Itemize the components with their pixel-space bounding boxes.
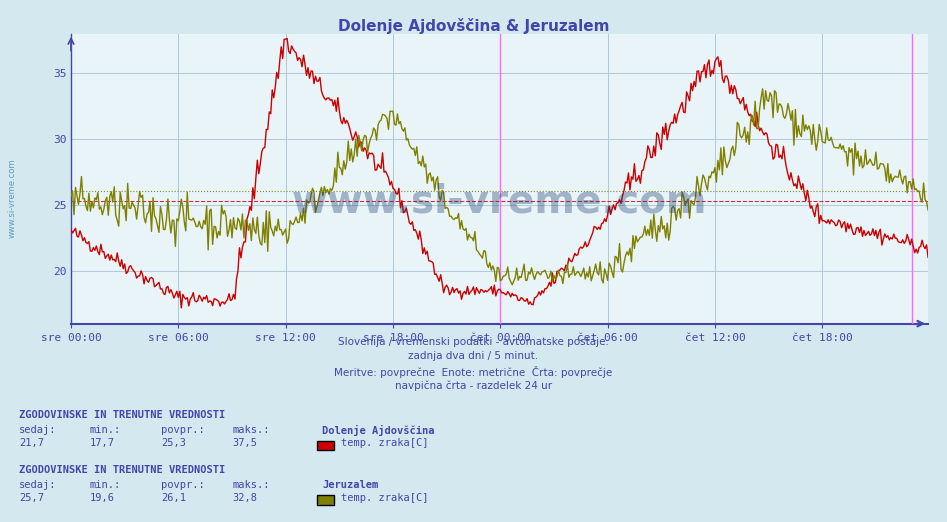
Text: navpična črta - razdelek 24 ur: navpična črta - razdelek 24 ur [395, 381, 552, 391]
Text: temp. zraka[C]: temp. zraka[C] [341, 493, 428, 503]
Text: maks.:: maks.: [232, 425, 270, 435]
Text: www.si-vreme.com: www.si-vreme.com [292, 183, 707, 221]
Text: povpr.:: povpr.: [161, 480, 205, 490]
Text: Jeruzalem: Jeruzalem [322, 480, 378, 490]
Text: 37,5: 37,5 [232, 438, 257, 448]
Text: Meritve: povprečne  Enote: metrične  Črta: povprečje: Meritve: povprečne Enote: metrične Črta:… [334, 366, 613, 378]
Text: 25,3: 25,3 [161, 438, 186, 448]
Text: ZGODOVINSKE IN TRENUTNE VREDNOSTI: ZGODOVINSKE IN TRENUTNE VREDNOSTI [19, 465, 225, 474]
Text: sedaj:: sedaj: [19, 425, 57, 435]
Text: www.si-vreme.com: www.si-vreme.com [8, 159, 17, 238]
Text: sedaj:: sedaj: [19, 480, 57, 490]
Text: temp. zraka[C]: temp. zraka[C] [341, 438, 428, 448]
Text: 32,8: 32,8 [232, 493, 257, 503]
Text: 21,7: 21,7 [19, 438, 44, 448]
Text: Slovenija / vremenski podatki - avtomatske postaje.: Slovenija / vremenski podatki - avtomats… [338, 337, 609, 347]
Text: 26,1: 26,1 [161, 493, 186, 503]
Text: povpr.:: povpr.: [161, 425, 205, 435]
Text: maks.:: maks.: [232, 480, 270, 490]
Text: ZGODOVINSKE IN TRENUTNE VREDNOSTI: ZGODOVINSKE IN TRENUTNE VREDNOSTI [19, 410, 225, 420]
Text: min.:: min.: [90, 480, 121, 490]
Text: zadnja dva dni / 5 minut.: zadnja dva dni / 5 minut. [408, 351, 539, 361]
Text: 19,6: 19,6 [90, 493, 115, 503]
Text: Dolenje Ajdovščina: Dolenje Ajdovščina [322, 425, 435, 436]
Text: min.:: min.: [90, 425, 121, 435]
Text: 25,7: 25,7 [19, 493, 44, 503]
Text: Dolenje Ajdovščina & Jeruzalem: Dolenje Ajdovščina & Jeruzalem [338, 18, 609, 34]
Text: 17,7: 17,7 [90, 438, 115, 448]
